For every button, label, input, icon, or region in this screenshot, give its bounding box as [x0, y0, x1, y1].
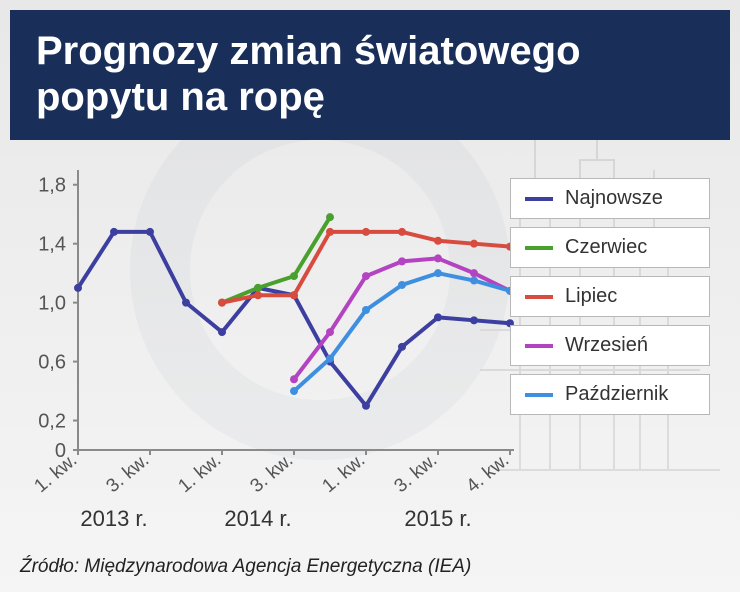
legend-swatch: [525, 246, 553, 250]
series-marker: [218, 299, 226, 307]
chart-title: Prognozy zmian światowego popytu na ropę: [36, 28, 704, 120]
legend-swatch: [525, 344, 553, 348]
series-marker: [398, 228, 406, 236]
x-tick-label: 3. kw.: [103, 450, 154, 497]
series-marker: [290, 291, 298, 299]
title-bar: Prognozy zmian światowego popytu na ropę: [10, 10, 730, 140]
y-tick-label: 0,6: [38, 352, 66, 374]
series-marker: [326, 328, 334, 336]
series-marker: [254, 284, 262, 292]
x-tick-label: 1. kw.: [319, 450, 370, 497]
legend-item: Lipiec: [510, 276, 710, 317]
x-tick-label: 4. kw.: [463, 450, 514, 497]
legend-swatch: [525, 197, 553, 201]
legend-item: Październik: [510, 374, 710, 415]
legend-item: Czerwiec: [510, 227, 710, 268]
series-marker: [470, 240, 478, 248]
series-marker: [326, 228, 334, 236]
chart-area: 00,20,61,01,41,81. kw.3. kw.1. kw.3. kw.…: [10, 160, 730, 540]
series-marker: [434, 313, 442, 321]
series-line: [222, 232, 510, 303]
series-marker: [326, 213, 334, 221]
legend-label: Najnowsze: [565, 187, 663, 210]
series-marker: [254, 291, 262, 299]
x-year-label: 2015 r.: [404, 506, 471, 531]
series-marker: [110, 228, 118, 236]
source-label: Źródło: Międzynarodowa Agencja Energetyc…: [20, 556, 471, 578]
series-marker: [290, 272, 298, 280]
x-year-label: 2013 r.: [80, 506, 147, 531]
series-marker: [470, 269, 478, 277]
y-tick-label: 0,2: [38, 411, 66, 433]
legend-label: Czerwiec: [565, 236, 647, 259]
legend-label: Październik: [565, 383, 668, 406]
series-marker: [398, 257, 406, 265]
legend-label: Lipiec: [565, 285, 617, 308]
series-marker: [470, 277, 478, 285]
x-tick-label: 3. kw.: [247, 450, 298, 497]
legend-item: Najnowsze: [510, 178, 710, 219]
y-tick-label: 1,8: [38, 175, 66, 197]
series-marker: [398, 343, 406, 351]
series-marker: [146, 228, 154, 236]
series-marker: [74, 284, 82, 292]
y-tick-label: 1,4: [38, 234, 66, 256]
legend-label: Wrzesień: [565, 334, 648, 357]
x-tick-label: 1. kw.: [175, 450, 226, 497]
legend-item: Wrzesień: [510, 325, 710, 366]
series-marker: [434, 269, 442, 277]
series-marker: [290, 387, 298, 395]
series-marker: [362, 272, 370, 280]
series-marker: [326, 355, 334, 363]
x-year-label: 2014 r.: [224, 506, 291, 531]
series-marker: [362, 402, 370, 410]
series-marker: [434, 237, 442, 245]
y-tick-label: 1,0: [38, 293, 66, 315]
legend: Najnowsze Czerwiec Lipiec Wrzesień Październ…: [510, 178, 710, 423]
series-marker: [362, 306, 370, 314]
x-tick-label: 3. kw.: [391, 450, 442, 497]
series-marker: [434, 254, 442, 262]
series-marker: [290, 375, 298, 383]
series-marker: [362, 228, 370, 236]
legend-swatch: [525, 393, 553, 397]
series-marker: [182, 299, 190, 307]
series-marker: [218, 328, 226, 336]
series-marker: [398, 281, 406, 289]
series-marker: [470, 316, 478, 324]
legend-swatch: [525, 295, 553, 299]
